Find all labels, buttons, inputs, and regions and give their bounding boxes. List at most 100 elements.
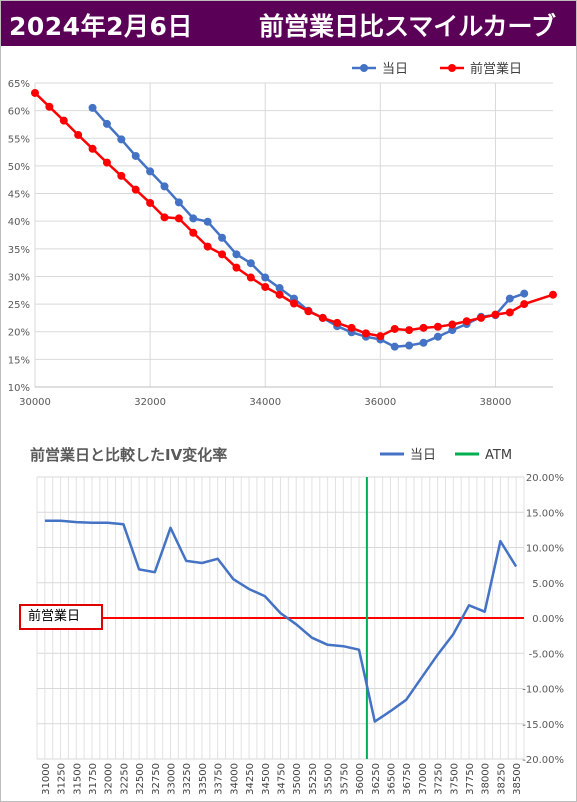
chart2-y-tick-label: 5.00% bbox=[532, 579, 564, 590]
chart2-x-tick-label: 33000 bbox=[167, 763, 178, 795]
chart2-y-tick-label: 0.00% bbox=[532, 614, 564, 625]
chart1-x-tick-label: 36000 bbox=[364, 397, 396, 408]
header-bar: 2024年2月6日 前営業日比スマイルカーブ bbox=[1, 1, 576, 46]
chart1-data-point bbox=[203, 242, 212, 251]
chart1-legend-label: 当日 bbox=[382, 62, 408, 77]
chart2-x-tick-label: 36250 bbox=[371, 763, 382, 795]
chart1-data-point bbox=[117, 135, 126, 144]
chart1-data-point bbox=[146, 198, 155, 207]
chart1-data-point bbox=[275, 290, 284, 299]
chart1-data-point bbox=[361, 329, 370, 338]
chart1-data-point bbox=[433, 322, 442, 331]
chart2-x-tick-label: 37500 bbox=[449, 763, 460, 795]
chart1-data-point bbox=[261, 273, 270, 282]
chart1-data-point bbox=[347, 323, 356, 332]
chart2-x-tick-label: 35500 bbox=[324, 763, 335, 795]
chart1-data-point bbox=[88, 144, 97, 153]
chart1-data-point bbox=[261, 282, 270, 291]
chart1-data-point bbox=[45, 102, 54, 111]
chart1-data-point bbox=[505, 294, 514, 303]
chart2-x-tick-label: 38250 bbox=[496, 763, 507, 795]
chart1-y-tick-label: 60% bbox=[8, 107, 30, 118]
chart1-data-point bbox=[218, 233, 227, 242]
chart1-data-point bbox=[131, 151, 140, 160]
chart1-data-point bbox=[59, 116, 68, 125]
chart1-data-point bbox=[318, 313, 327, 322]
chart2-x-tick-label: 35000 bbox=[292, 763, 303, 795]
chart1-data-point bbox=[246, 273, 255, 282]
chart1-series bbox=[31, 88, 557, 351]
chart1-data-point bbox=[448, 320, 457, 329]
chart2-x-tick-label: 36500 bbox=[386, 763, 397, 795]
chart1-x-tick-label: 30000 bbox=[19, 397, 51, 408]
chart1-data-point bbox=[160, 213, 169, 222]
chart1-legend: 当日 前営業日 bbox=[352, 61, 522, 77]
chart1-data-point bbox=[174, 214, 183, 223]
chart2-x-tick-label: 31750 bbox=[88, 763, 99, 795]
chart1-data-point bbox=[477, 313, 486, 322]
chart2-legend-label: 当日 bbox=[410, 448, 436, 463]
chart1-y-tick-label: 10% bbox=[8, 383, 30, 394]
chart1-data-point bbox=[390, 324, 399, 333]
chart2-y-tick-label: -15.00% bbox=[522, 720, 564, 731]
chart1-data-point bbox=[433, 332, 442, 341]
chart2-x-tick-label: 38000 bbox=[481, 763, 492, 795]
header-title: 前営業日比スマイルカーブ bbox=[258, 12, 556, 41]
chart1-legend-label: 前営業日 bbox=[470, 61, 522, 77]
chart2-x-tick-label: 34500 bbox=[261, 763, 272, 795]
chart2-x-tick-label: 33250 bbox=[182, 763, 193, 795]
chart2-legend: 当日 ATM bbox=[380, 448, 512, 463]
chart1-data-point bbox=[491, 310, 500, 319]
chart1-y-tick-label: 20% bbox=[8, 328, 30, 339]
chart1-data-point bbox=[505, 308, 514, 317]
chart1-data-point bbox=[405, 326, 414, 335]
chart1-x-tick-labels: 30000 32000 34000 36000 38000 bbox=[19, 397, 511, 408]
chart1-data-point bbox=[232, 263, 241, 272]
chart2-x-tick-label: 38500 bbox=[512, 763, 523, 795]
iv-change-chart: 前営業日と比較したIV変化率 20.00% 15.00% 10.00% 5.00% 0.… bbox=[30, 446, 564, 795]
chart2-y-tick-label: -10.00% bbox=[522, 685, 564, 696]
chart1-data-point bbox=[31, 88, 39, 97]
chart1-data-point bbox=[218, 250, 227, 259]
chart2-x-tick-label: 37750 bbox=[465, 763, 476, 795]
chart1-y-tick-label: 65% bbox=[8, 79, 30, 90]
chart2-x-tick-label: 32750 bbox=[151, 763, 162, 795]
chart1-data-point bbox=[520, 300, 529, 309]
smile-curve-chart: 10% 15% 20% 25% 30% 35% 40% 45% 50% 55% 60% 65% 300… bbox=[8, 61, 557, 408]
chart2-x-tick-labels: 31000 31250 31500 31750 32000 32250 32500 32750… bbox=[41, 763, 523, 795]
chart1-data-point bbox=[88, 103, 97, 112]
chart2-x-tick-label: 35250 bbox=[308, 763, 319, 795]
chart1-data-point bbox=[448, 326, 457, 335]
chart2-x-tick-label: 32000 bbox=[104, 763, 115, 795]
chart2-y-tick-label: 15.00% bbox=[526, 508, 564, 519]
chart1-data-point bbox=[290, 299, 298, 308]
chart2-x-tick-label: 35750 bbox=[339, 763, 350, 795]
chart2-series-line bbox=[44, 519, 518, 723]
chart2-x-tick-label: 31250 bbox=[57, 763, 68, 795]
chart1-x-tick-label: 34000 bbox=[249, 397, 281, 408]
chart2-legend-label: ATM bbox=[485, 448, 512, 463]
chart2-x-tick-label: 34000 bbox=[229, 763, 240, 795]
chart2-x-tick-label: 32250 bbox=[119, 763, 130, 795]
chart1-y-tick-label: 40% bbox=[8, 217, 30, 228]
chart2-y-tick-label: -5.00% bbox=[529, 649, 564, 660]
chart2-x-tick-label: 37250 bbox=[434, 763, 445, 795]
chart2-x-tick-label: 33750 bbox=[214, 763, 225, 795]
chart1-data-point bbox=[102, 119, 111, 128]
chart2-x-tick-label: 36000 bbox=[355, 763, 366, 795]
chart1-legend-marker bbox=[448, 64, 456, 72]
chart1-y-tick-label: 30% bbox=[8, 272, 30, 283]
chart1-data-point bbox=[189, 228, 198, 237]
chart2-y-tick-label: 20.00% bbox=[526, 473, 564, 484]
chart1-data-point bbox=[462, 317, 471, 326]
chart1-data-point bbox=[189, 214, 198, 223]
chart2-x-tick-label: 34750 bbox=[277, 763, 288, 795]
chart2-x-tick-label: 37000 bbox=[418, 763, 429, 795]
header-date: 2024年2月6日 bbox=[9, 12, 193, 41]
chart1-data-point bbox=[376, 332, 385, 341]
chart1-data-point bbox=[232, 250, 241, 259]
chart2-x-tick-label: 33500 bbox=[198, 763, 209, 795]
chart1-y-tick-label: 15% bbox=[8, 355, 30, 366]
chart1-data-point bbox=[419, 338, 428, 347]
chart2-y-tick-labels: 20.00% 15.00% 10.00% 5.00% 0.00% -5.00% -10.00… bbox=[522, 473, 564, 766]
